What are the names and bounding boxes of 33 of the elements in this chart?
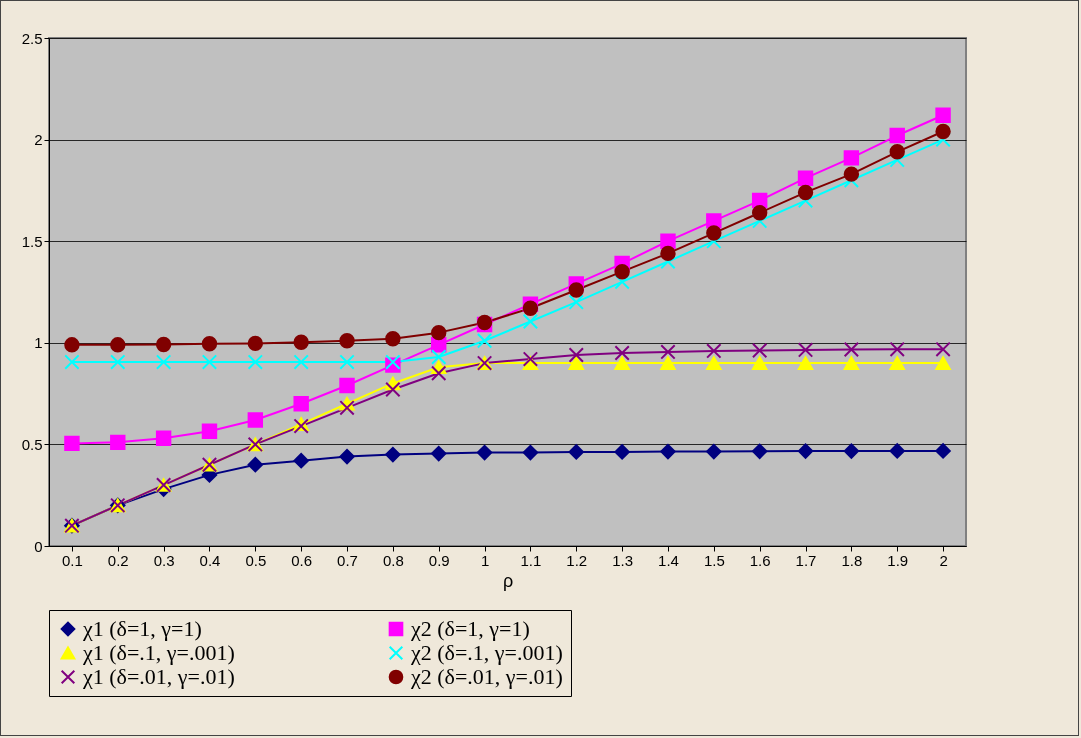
- x-tick-label: 1.8: [841, 551, 863, 569]
- legend-label: χ2 (δ=.1, γ=.001): [410, 640, 563, 665]
- x-tick-label: 0.6: [291, 551, 313, 569]
- x-axis-title: ρ: [502, 570, 514, 591]
- x-tick-label: 2: [939, 551, 948, 569]
- legend-label: χ2 (δ=.01, γ=.01): [410, 664, 563, 689]
- x-tick-label: 0.7: [337, 551, 358, 569]
- x-tick-label: 1.3: [612, 551, 634, 569]
- x-tick-label: 1.7: [795, 551, 817, 569]
- x-tick-label: 1.2: [566, 551, 588, 569]
- legend-label: χ2 (δ=1, γ=1): [410, 616, 530, 641]
- x-tick-label: 0.8: [382, 551, 404, 569]
- y-tick-label: 0: [34, 537, 43, 555]
- x-tick-label: 0.3: [153, 551, 175, 569]
- x-tick-label: 1: [480, 551, 490, 569]
- legend-label: χ1 (δ=1, γ=1): [82, 616, 202, 641]
- y-tick-label: 1.5: [21, 232, 43, 250]
- y-tick-label: 0.5: [21, 435, 43, 453]
- x-tick-label: 0.4: [199, 551, 221, 569]
- x-tick-label: 1.6: [749, 551, 771, 569]
- x-tick-label: 0.5: [245, 551, 267, 569]
- x-tick-label: 1.4: [658, 551, 679, 569]
- x-tick-label: 1.5: [703, 551, 725, 569]
- x-tick-label: 1.9: [887, 551, 909, 569]
- x-tick-label: 0.9: [428, 551, 450, 569]
- y-tick-label: 2: [34, 131, 43, 149]
- x-tick-label: 0.1: [62, 551, 83, 569]
- y-tick-label: 2.5: [21, 29, 43, 47]
- x-tick-label: 0.2: [107, 551, 129, 569]
- legend-label: χ1 (δ=.01, γ=.01): [82, 664, 235, 689]
- legend-label: χ1 (δ=.1, γ=.001): [82, 640, 235, 665]
- x-tick-label: 1.1: [520, 551, 542, 569]
- y-tick-label: 1: [34, 334, 43, 352]
